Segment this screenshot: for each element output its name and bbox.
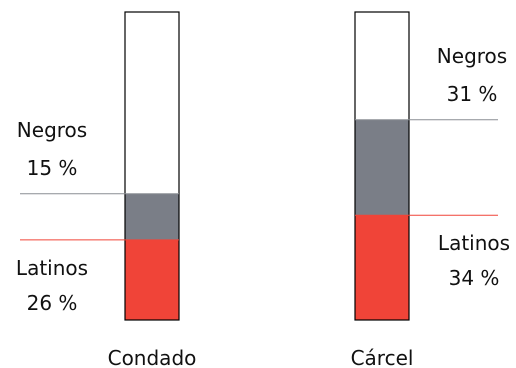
value-label-negros-0: 15 % [27, 156, 78, 180]
bar-remainder-1 [355, 12, 409, 120]
bar-outline-0 [124, 11, 180, 321]
category-label-0: Condado [108, 346, 197, 368]
bar-outline-1 [354, 11, 410, 321]
bar-segment-negros-0 [125, 193, 179, 240]
bar-remainder-0 [125, 12, 179, 194]
value-label-latinos-0: 26 % [27, 291, 78, 315]
series-label-negros-1: Negros [437, 44, 507, 68]
series-label-latinos-0: Latinos [16, 256, 88, 280]
series-label-latinos-1: Latinos [438, 231, 510, 255]
value-label-latinos-1: 34 % [449, 266, 500, 290]
labels-layer: Negros 15 % Latinos 26 % Condado Negros 31 % La… [16, 44, 510, 368]
bar-segment-latinos-1 [355, 215, 409, 320]
bar-segment-negros-1 [355, 119, 409, 216]
category-label-1: Cárcel [351, 346, 414, 368]
bars-layer [20, 11, 498, 321]
value-label-negros-1: 31 % [447, 82, 498, 106]
bar-segment-latinos-0 [125, 239, 179, 320]
series-label-negros-0: Negros [17, 118, 87, 142]
